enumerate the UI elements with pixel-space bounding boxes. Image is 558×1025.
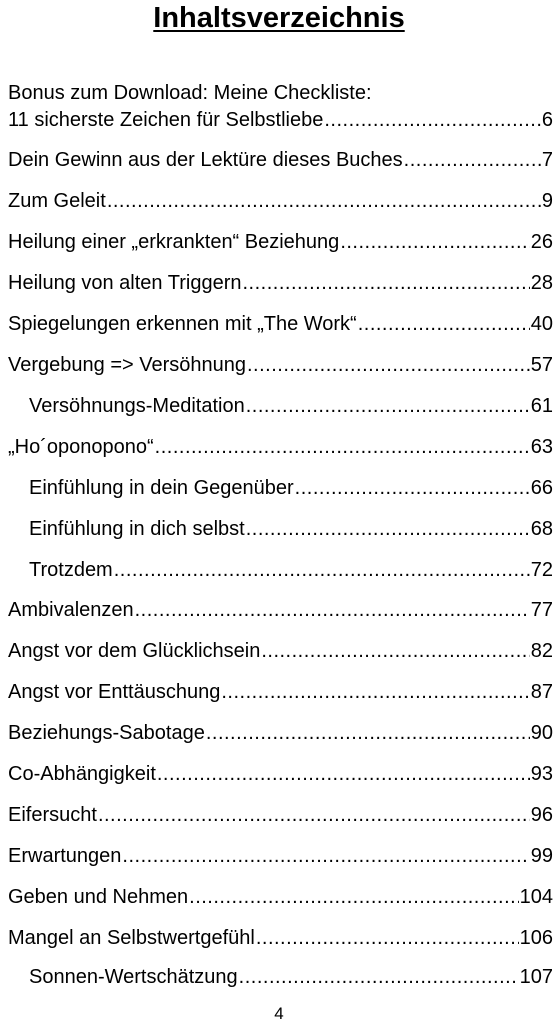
dot-leader xyxy=(242,270,529,296)
dot-leader xyxy=(114,557,530,583)
toc-entry[interactable]: Angst vor Enttäuschung 87 xyxy=(8,679,553,705)
toc-page-number: 93 xyxy=(530,763,553,785)
toc-entry-title: Mangel an Selbstwertgefühl xyxy=(8,927,255,949)
toc-entry[interactable]: Spiegelungen erkennen mit „The Work“ 40 xyxy=(8,311,553,337)
toc-page-number: 90 xyxy=(530,722,553,744)
dot-leader xyxy=(122,843,529,869)
toc-page-number: 61 xyxy=(530,395,553,417)
toc-entry[interactable]: Heilung von alten Triggern 28 xyxy=(8,270,553,296)
toc-entry-title: Dein Gewinn aus der Lektüre dieses Buche… xyxy=(8,149,403,171)
toc-entry-title: Heilung von alten Triggern xyxy=(8,272,242,294)
toc-entry-title: 11 sicherste Zeichen für Selbstliebe xyxy=(8,109,324,131)
toc-entry-title: Ambivalenzen xyxy=(8,599,134,621)
toc-entry[interactable]: 11 sicherste Zeichen für Selbstliebe 6 xyxy=(8,107,553,133)
toc-entry[interactable]: Dein Gewinn aus der Lektüre dieses Buche… xyxy=(8,147,553,173)
page-number: 4 xyxy=(274,1004,284,1023)
toc-subentry[interactable]: Einfühlung in dich selbst 68 xyxy=(29,516,553,542)
toc-entry-title: Versöhnungs-Meditation xyxy=(29,395,245,417)
toc-page-number: 40 xyxy=(530,313,553,335)
toc-entry-title: „Ho´oponopono“ xyxy=(8,436,154,458)
toc-entry-title: Zum Geleit xyxy=(8,190,106,212)
toc-entry-title: Eifersucht xyxy=(8,804,97,826)
dot-leader xyxy=(155,434,530,460)
dot-leader xyxy=(221,679,529,705)
toc-subentry[interactable]: Versöhnungs-Meditation 61 xyxy=(29,393,553,419)
dot-leader xyxy=(295,475,530,501)
toc-page-number: 99 xyxy=(530,845,553,867)
toc-page-number: 87 xyxy=(530,681,553,703)
toc-page-number: 96 xyxy=(530,804,553,826)
toc-subentry[interactable]: Trotzdem 72 xyxy=(29,557,553,583)
toc-page-number: 104 xyxy=(519,886,553,908)
dot-leader xyxy=(239,964,519,990)
toc-entry[interactable]: Angst vor dem Glücklichsein 82 xyxy=(8,638,553,664)
dot-leader xyxy=(261,638,529,664)
toc-page-number: 6 xyxy=(541,109,553,131)
toc-page-number: 77 xyxy=(530,599,553,621)
toc-page-number: 68 xyxy=(530,518,553,540)
toc-entry-title: Geben und Nehmen xyxy=(8,886,189,908)
toc-entry[interactable]: Co-Abhängigkeit 93 xyxy=(8,761,553,787)
toc-entry-title: Beziehungs-Sabotage xyxy=(8,722,205,744)
dot-leader xyxy=(358,311,530,337)
toc-entry-title: Einfühlung in dein Gegenüber xyxy=(29,477,294,499)
toc-page-number: 72 xyxy=(530,559,553,581)
toc-entry-title: Angst vor dem Glücklichsein xyxy=(8,640,261,662)
toc-entry-title: Vergebung => Versöhnung xyxy=(8,354,246,376)
dot-leader xyxy=(98,802,530,828)
toc-entry[interactable]: Zum Geleit 9 xyxy=(8,188,553,214)
toc-entry-title: Spiegelungen erkennen mit „The Work“ xyxy=(8,313,357,335)
dot-leader xyxy=(135,597,530,623)
page-title: Inhaltsverzeichnis xyxy=(153,2,405,34)
toc-entry-first-line: Bonus zum Download: Meine Checkliste: xyxy=(8,82,372,104)
toc-page-number: 63 xyxy=(530,436,553,458)
toc-page-number: 106 xyxy=(519,927,553,949)
toc-entry[interactable]: Vergebung => Versöhnung 57 xyxy=(8,352,553,378)
toc-page-number: 7 xyxy=(541,149,553,171)
dot-leader xyxy=(404,147,541,173)
toc-entry-title: Heilung einer „erkrankten“ Beziehung xyxy=(8,231,340,253)
toc-page-number: 107 xyxy=(519,966,553,988)
toc-subentry[interactable]: Einfühlung in dein Gegenüber 66 xyxy=(29,475,553,501)
toc-entry-title: Angst vor Enttäuschung xyxy=(8,681,221,703)
toc-entry-title: Co-Abhängigkeit xyxy=(8,763,156,785)
toc-entry[interactable]: Heilung einer „erkrankten“ Beziehung 26 xyxy=(8,229,553,255)
toc-entry-title: Einfühlung in dich selbst xyxy=(29,518,245,540)
dot-leader xyxy=(107,188,541,214)
toc-entry[interactable]: Mangel an Selbstwertgefühl 106 xyxy=(8,925,553,951)
toc-entry[interactable]: Erwartungen 99 xyxy=(8,843,553,869)
toc-subentry[interactable]: Sonnen-Wertschätzung 107 xyxy=(29,964,553,990)
toc-entry[interactable]: Ambivalenzen 77 xyxy=(8,597,553,623)
toc-entry[interactable]: „Ho´oponopono“ 63 xyxy=(8,434,553,460)
toc-page-number: 9 xyxy=(541,190,553,212)
toc-page-number: 28 xyxy=(530,272,553,294)
dot-leader xyxy=(206,720,530,746)
dot-leader xyxy=(246,516,530,542)
toc-page-number: 66 xyxy=(530,477,553,499)
dot-leader xyxy=(340,229,529,255)
toc-entry[interactable]: Geben und Nehmen 104 xyxy=(8,884,553,910)
dot-leader xyxy=(247,352,530,378)
toc-entry-title: Erwartungen xyxy=(8,845,122,867)
toc-entry[interactable]: Eifersucht 96 xyxy=(8,802,553,828)
dot-leader xyxy=(189,884,518,910)
dot-leader xyxy=(256,925,519,951)
dot-leader xyxy=(246,393,530,419)
toc-page-number: 26 xyxy=(530,231,553,253)
toc-entry[interactable]: Beziehungs-Sabotage 90 xyxy=(8,720,553,746)
dot-leader xyxy=(324,107,541,133)
toc-page-number: 82 xyxy=(530,640,553,662)
dot-leader xyxy=(157,761,530,787)
toc-page-number: 57 xyxy=(530,354,553,376)
toc-entry-title: Trotzdem xyxy=(29,559,113,581)
toc-entry-title: Sonnen-Wertschätzung xyxy=(29,966,238,988)
